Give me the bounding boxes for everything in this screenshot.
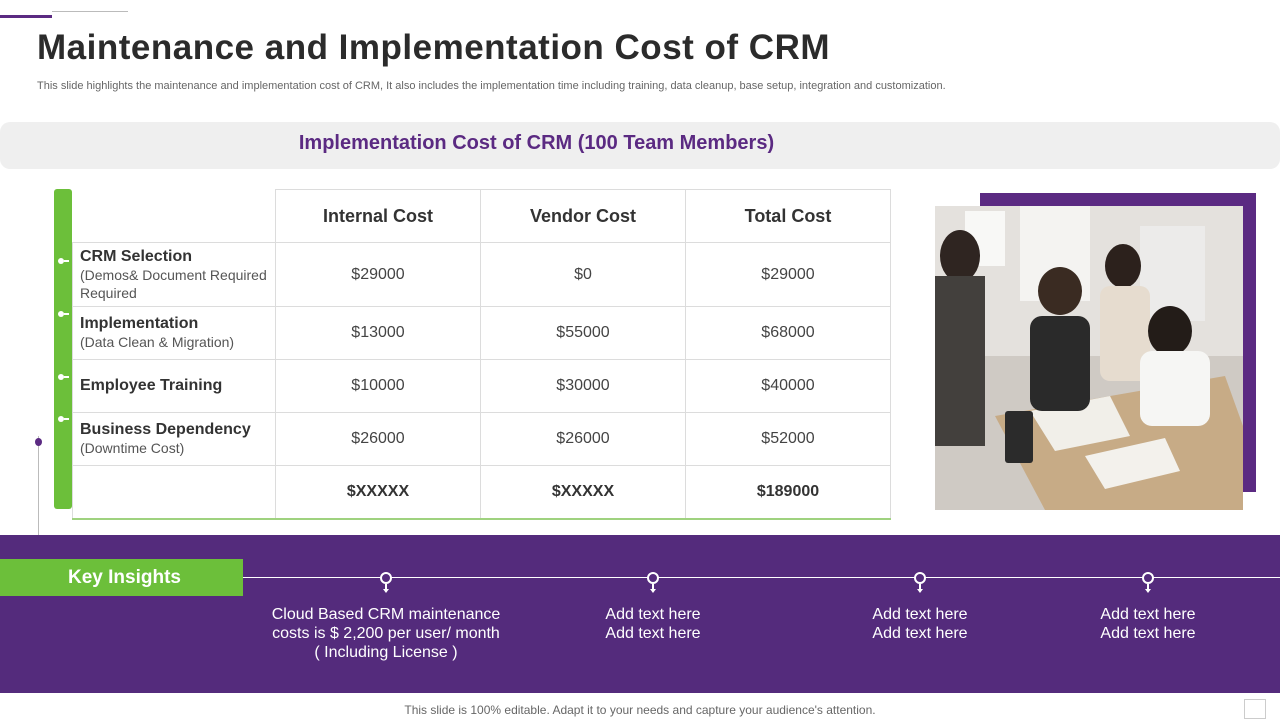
- top-accent-bar: [0, 15, 52, 18]
- row-label-cell: Business Dependency (Downtime Cost): [72, 412, 276, 466]
- page-subtitle: This slide highlights the maintenance an…: [37, 80, 946, 92]
- internal-cost-cell: $10000: [275, 359, 481, 413]
- top-divider: [52, 11, 128, 12]
- row-label-cell: CRM Selection (Demos& Document Required R…: [72, 242, 276, 307]
- vendor-cost-cell: $0: [480, 242, 686, 307]
- internal-cost-cell: $26000: [275, 412, 481, 466]
- row-marker-icon: [58, 374, 69, 380]
- row-marker-icon: [58, 416, 69, 422]
- row-marker-icon: [58, 311, 69, 317]
- row-label: Business Dependency: [80, 421, 251, 438]
- internal-total-cell: $XXXXX: [275, 465, 481, 520]
- key-insights-label: Key Insights: [0, 559, 243, 596]
- internal-cost-cell: $13000: [275, 306, 481, 360]
- map-pin-icon: [380, 572, 392, 593]
- total-cost-cell: $68000: [685, 306, 891, 360]
- decorative-dot: [35, 438, 42, 446]
- total-cost-cell: $29000: [685, 242, 891, 307]
- column-header: Vendor Cost: [480, 189, 686, 243]
- vendor-cost-cell: $30000: [480, 359, 686, 413]
- vendor-total-cell: $XXXXX: [480, 465, 686, 520]
- row-marker-icon: [58, 258, 69, 264]
- total-cost-cell: $40000: [685, 359, 891, 413]
- table-row: Business Dependency (Downtime Cost) $260…: [72, 412, 891, 466]
- totals-row: $XXXXX $XXXXX $189000: [72, 465, 891, 520]
- vendor-cost-cell: $55000: [480, 306, 686, 360]
- totals-label-cell: [72, 465, 276, 520]
- insight-text-3: Add text here Add text here: [872, 606, 968, 642]
- internal-cost-cell: $29000: [275, 242, 481, 307]
- table-header-row: Internal Cost Vendor Cost Total Cost: [72, 189, 891, 243]
- decorative-vertical-line: [38, 436, 39, 536]
- map-pin-icon: [1142, 572, 1154, 593]
- section-banner: [0, 122, 1280, 169]
- insight-text-1: Cloud Based CRM maintenance costs is $ 2…: [271, 606, 501, 661]
- footer-note: This slide is 100% editable. Adapt it to…: [404, 703, 876, 717]
- team-meeting-illustration: [935, 206, 1243, 510]
- table-row: CRM Selection (Demos& Document Required R…: [72, 242, 891, 307]
- insight-text-2: Add text here Add text here: [605, 606, 701, 642]
- grand-total-cell: $189000: [685, 465, 891, 520]
- row-sublabel: (Data Clean & Migration): [80, 334, 235, 350]
- map-pin-icon: [914, 572, 926, 593]
- row-label: CRM Selection: [80, 247, 193, 265]
- insights-timeline: [243, 577, 1280, 578]
- row-label: Implementation: [80, 315, 199, 332]
- row-label-cell: Employee Training: [72, 359, 276, 413]
- row-sublabel: (Demos& Document Required: [80, 266, 267, 283]
- page-title: Maintenance and Implementation Cost of C…: [37, 28, 830, 67]
- row-label: Employee Training: [80, 377, 223, 394]
- corner-placeholder-box: [1244, 699, 1266, 719]
- row-indicator-bar: [54, 189, 72, 509]
- cost-table: Internal Cost Vendor Cost Total Cost CRM…: [72, 189, 891, 520]
- section-title: Implementation Cost of CRM (100 Team Mem…: [298, 132, 775, 154]
- column-header: Total Cost: [685, 189, 891, 243]
- insight-text-4: Add text here Add text here: [1100, 606, 1196, 642]
- vendor-cost-cell: $26000: [480, 412, 686, 466]
- row-sublabel: (Downtime Cost): [80, 440, 185, 456]
- row-sublabel-cont: Required: [80, 284, 137, 301]
- table-row: Employee Training $10000 $30000 $40000: [72, 359, 891, 413]
- total-cost-cell: $52000: [685, 412, 891, 466]
- table-row: Implementation (Data Clean & Migration) …: [72, 306, 891, 360]
- row-label-cell: Implementation (Data Clean & Migration): [72, 306, 276, 360]
- column-header: Internal Cost: [275, 189, 481, 243]
- map-pin-icon: [647, 572, 659, 593]
- team-meeting-photo: [935, 206, 1243, 510]
